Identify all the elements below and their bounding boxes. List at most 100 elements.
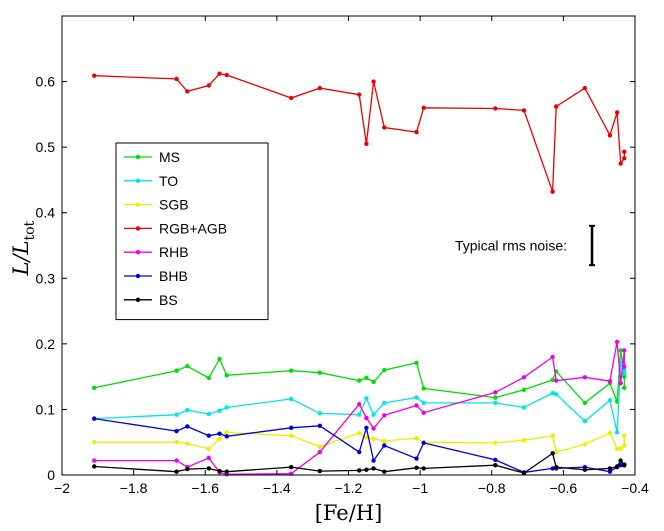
- legend-swatch-marker: [135, 297, 141, 302]
- data-point-sgb: [371, 436, 376, 442]
- legend-swatch-marker: [135, 202, 141, 207]
- data-point-to: [364, 396, 369, 401]
- y-axis-label: L/Ltot: [9, 220, 38, 276]
- series-line-bhb: [94, 417, 625, 474]
- series-line-rgb-agb: [94, 72, 625, 192]
- data-point-to: [371, 412, 376, 417]
- data-point-rhb: [357, 401, 362, 407]
- data-point-bs: [414, 465, 419, 470]
- x-tick-label: −2: [54, 480, 70, 496]
- data-point-ms: [622, 374, 627, 379]
- data-point-rhb: [554, 378, 559, 383]
- legend-label: RHB: [159, 244, 189, 260]
- data-point-bhb: [206, 433, 212, 438]
- data-point-rhb: [414, 403, 419, 408]
- legend-swatch-marker: [135, 273, 141, 279]
- legend-swatch-marker: [135, 226, 141, 231]
- data-point-rgb-agb: [414, 129, 419, 135]
- data-point-bs: [618, 458, 623, 463]
- data-point-rgb-agb: [206, 83, 212, 88]
- data-point-bs: [614, 464, 620, 469]
- data-point-to: [382, 400, 387, 406]
- y-tick-label: 0.4: [36, 205, 56, 221]
- data-point-ms: [550, 377, 555, 383]
- data-point-to: [224, 405, 229, 410]
- data-point-rgb-agb: [550, 189, 555, 194]
- x-tick-label: −0.4: [621, 480, 649, 496]
- x-tick-label: −1.4: [263, 480, 291, 496]
- data-point-to: [607, 398, 613, 403]
- data-point-bs: [382, 469, 387, 474]
- data-point-bs: [521, 470, 527, 476]
- data-point-bhb: [185, 424, 190, 429]
- data-point-bhb: [317, 423, 323, 429]
- series-to: [92, 361, 627, 435]
- y-tick-label: 0.5: [36, 139, 56, 155]
- x-tick-label: −1.2: [335, 480, 363, 496]
- data-point-rhb: [550, 354, 555, 360]
- data-point-rgb-agb: [421, 105, 426, 111]
- data-point-sgb: [206, 446, 212, 451]
- data-point-sgb: [289, 433, 294, 438]
- data-point-rhb: [421, 410, 426, 415]
- y-axis: 0 0.1 0.2 0.3 0.4 0.5 0.6: [36, 74, 635, 483]
- data-point-bhb: [364, 425, 369, 430]
- data-point-ms: [371, 379, 376, 385]
- data-point-sgb: [622, 433, 627, 438]
- data-point-to: [421, 400, 426, 406]
- data-point-ms: [174, 368, 179, 373]
- data-point-sgb: [317, 444, 323, 450]
- data-point-rhb: [622, 364, 627, 370]
- data-point-to: [289, 396, 294, 402]
- data-point-bs: [622, 462, 627, 468]
- data-point-ms: [317, 370, 323, 375]
- data-point-to: [550, 390, 555, 396]
- data-point-to: [174, 412, 179, 417]
- data-point-ms: [521, 387, 527, 392]
- y-axis-label-main: L/Ltot: [9, 220, 38, 276]
- data-point-bhb: [92, 416, 97, 421]
- legend-label: BHB: [159, 268, 188, 284]
- legend-label: TO: [159, 173, 178, 189]
- data-point-rgb-agb: [614, 110, 620, 115]
- data-point-rhb: [92, 458, 97, 463]
- series-rgb-agb: [92, 71, 627, 194]
- y-tick-label: 0: [47, 467, 55, 483]
- legend-box: [115, 142, 269, 321]
- data-point-bs: [174, 469, 179, 474]
- x-tick-label: −0.6: [550, 480, 578, 496]
- legend-swatch-marker: [135, 178, 141, 183]
- data-point-rhb: [582, 375, 588, 380]
- y-tick-label: 0.1: [36, 401, 56, 417]
- data-point-to: [614, 430, 620, 435]
- series-ms: [92, 348, 627, 406]
- legend-label: BS: [159, 292, 178, 308]
- y-tick-label: 0.3: [36, 270, 56, 286]
- series-layer: [92, 71, 627, 477]
- data-point-ms: [92, 385, 97, 390]
- data-point-ms: [357, 378, 362, 383]
- data-point-to: [521, 405, 527, 410]
- data-point-sgb: [174, 440, 179, 445]
- data-point-sgb: [607, 430, 613, 436]
- series-line-rhb: [94, 341, 625, 475]
- data-point-rgb-agb: [317, 85, 323, 91]
- data-point-ms: [382, 367, 387, 373]
- data-point-ms: [364, 375, 369, 381]
- data-point-ms: [224, 373, 229, 378]
- data-point-bs: [493, 462, 498, 468]
- data-point-bhb: [550, 466, 555, 471]
- data-point-bhb: [357, 449, 362, 455]
- data-point-bs: [289, 464, 294, 470]
- data-point-sgb: [550, 433, 555, 438]
- data-point-to: [554, 392, 559, 397]
- x-tick-label: −0.8: [478, 480, 506, 496]
- data-point-sgb: [224, 430, 229, 435]
- data-point-bs: [317, 468, 323, 474]
- data-point-sgb: [618, 446, 623, 451]
- data-point-bs: [357, 468, 362, 473]
- legend-swatch-marker: [135, 250, 141, 255]
- data-point-rhb: [382, 413, 387, 418]
- data-point-to: [217, 408, 222, 413]
